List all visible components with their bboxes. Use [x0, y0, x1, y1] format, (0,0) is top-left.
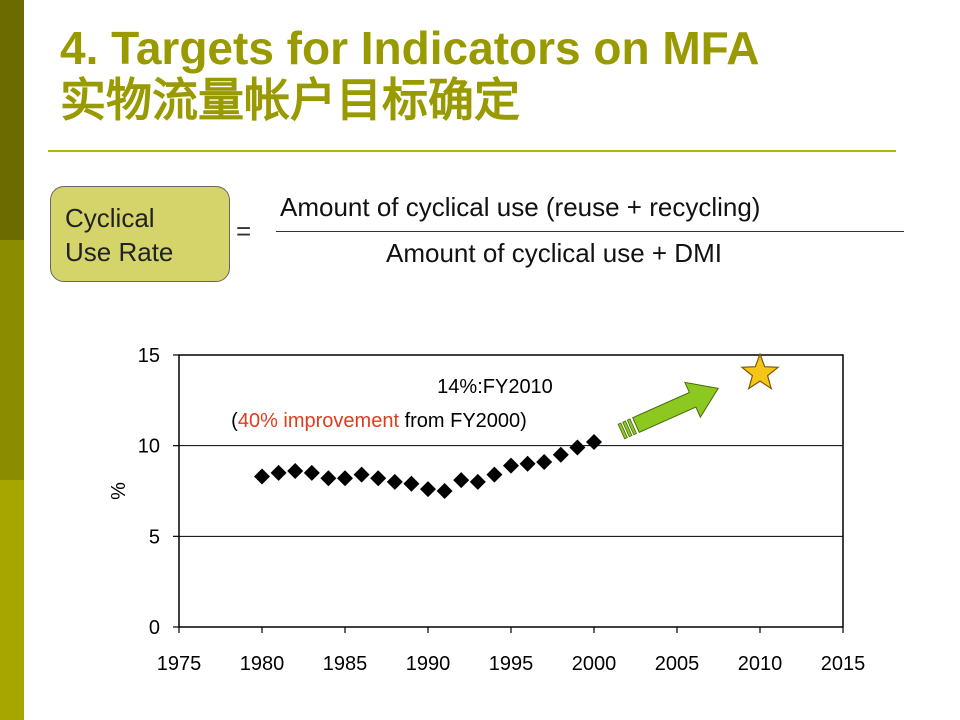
y-axis-label: %: [108, 482, 130, 500]
data-point: [386, 473, 403, 490]
data-point: [469, 473, 486, 490]
data-point: [320, 470, 337, 487]
x-tick-label: 2005: [655, 653, 700, 675]
annotation-highlight: 40% improvement: [238, 410, 400, 432]
x-tick-label: 1975: [157, 653, 202, 675]
data-point: [486, 466, 503, 483]
slide-title-english: 4. Targets for Indicators on MFA: [60, 22, 760, 74]
side-bar-top: [0, 0, 24, 240]
x-tick-label: 1995: [489, 653, 534, 675]
data-point: [254, 468, 270, 485]
x-tick-label: 1985: [323, 653, 368, 675]
slide-title-chinese: 实物流量帐户目标确定: [60, 74, 520, 126]
data-point: [370, 470, 387, 487]
annotation-target: 14%:FY2010: [437, 376, 553, 398]
side-bar-bottom: [0, 480, 24, 720]
data-point: [287, 463, 304, 480]
data-point: [586, 434, 602, 451]
data-point: [552, 446, 569, 463]
data-point: [303, 464, 320, 481]
arrow-tail-stripe: [626, 418, 638, 436]
arrow-tail-stripe: [622, 420, 633, 438]
data-point: [353, 466, 370, 483]
data-point: [270, 464, 287, 481]
annotation-improvement: (40% improvement from FY2000): [231, 410, 527, 432]
annotation-open-paren: (: [231, 410, 238, 432]
x-tick-label: 1990: [406, 653, 451, 675]
data-point: [453, 472, 470, 489]
side-bar-middle: [0, 240, 24, 480]
x-tick-label: 2000: [572, 653, 617, 675]
arrow-tail-stripe: [617, 422, 628, 440]
title-divider: [48, 150, 896, 152]
y-tick-label: 5: [149, 526, 160, 548]
data-point: [403, 475, 420, 492]
cyclical-use-rate-box: Cyclical Use Rate: [50, 186, 230, 282]
arrow-icon: [632, 381, 720, 433]
data-point: [420, 481, 436, 498]
data-point: [519, 455, 536, 472]
x-tick-label: 2010: [738, 653, 783, 675]
annotation-rest: from FY2000): [399, 410, 527, 432]
target-star-icon: [740, 352, 780, 390]
trend-arrow-group: [617, 381, 720, 440]
data-point: [536, 453, 553, 470]
slide-title: 4. Targets for Indicators on MFA 实物流量帐户目…: [60, 22, 759, 126]
formula-numerator: Amount of cyclical use (reuse + recyclin…: [280, 192, 761, 222]
data-point: [569, 439, 586, 456]
rate-label-line1: Cyclical: [65, 203, 155, 233]
x-tick-label: 2015: [821, 653, 866, 675]
fraction-bar: [276, 231, 904, 232]
equals-sign: =: [236, 216, 252, 246]
data-point: [436, 483, 453, 499]
y-tick-label: 10: [138, 436, 160, 458]
x-tick-label: 1980: [240, 653, 285, 675]
y-tick-label: 15: [138, 345, 160, 367]
rate-label-line2: Use Rate: [65, 237, 174, 267]
formula-denominator: Amount of cyclical use + DMI: [386, 238, 722, 268]
data-point: [503, 457, 519, 474]
y-tick-label: 0: [149, 617, 160, 639]
data-point: [337, 470, 353, 487]
